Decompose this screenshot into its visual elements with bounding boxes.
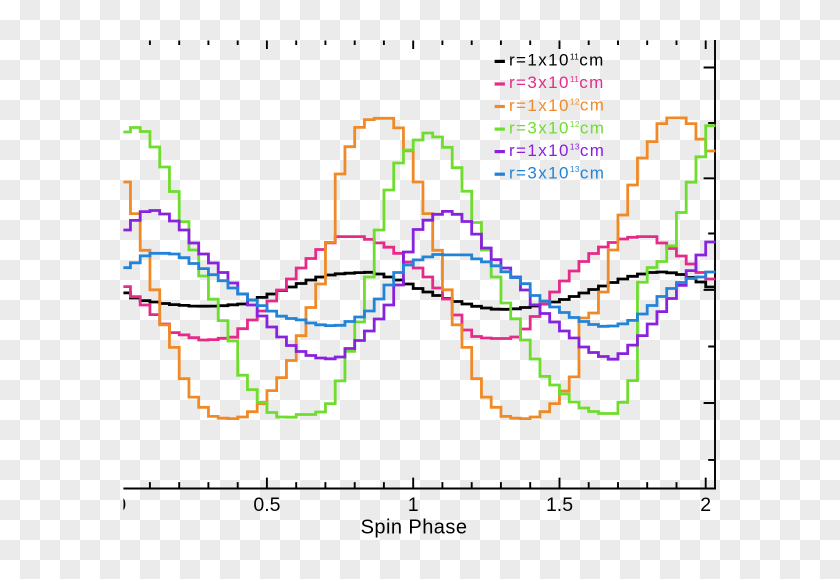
svg-text:1: 1	[408, 494, 419, 516]
svg-text:0: 0	[115, 494, 126, 516]
svg-text:r=3x1011cm: r=3x1011cm	[509, 73, 605, 92]
svg-text:r=1x1013cm: r=1x1013cm	[509, 141, 605, 160]
svg-text:0.5: 0.5	[253, 494, 280, 516]
svg-text:2: 2	[700, 494, 711, 516]
svg-text:r=3x1013cm: r=3x1013cm	[509, 163, 605, 182]
svg-text:Spin Phase: Spin Phase	[361, 517, 468, 539]
svg-text:1.5: 1.5	[546, 494, 573, 516]
svg-text:r=1x1011cm: r=1x1011cm	[509, 51, 605, 70]
svg-text:r=1x1012cm: r=1x1012cm	[509, 96, 605, 115]
svg-text:r=3x1012cm: r=3x1012cm	[509, 118, 605, 137]
